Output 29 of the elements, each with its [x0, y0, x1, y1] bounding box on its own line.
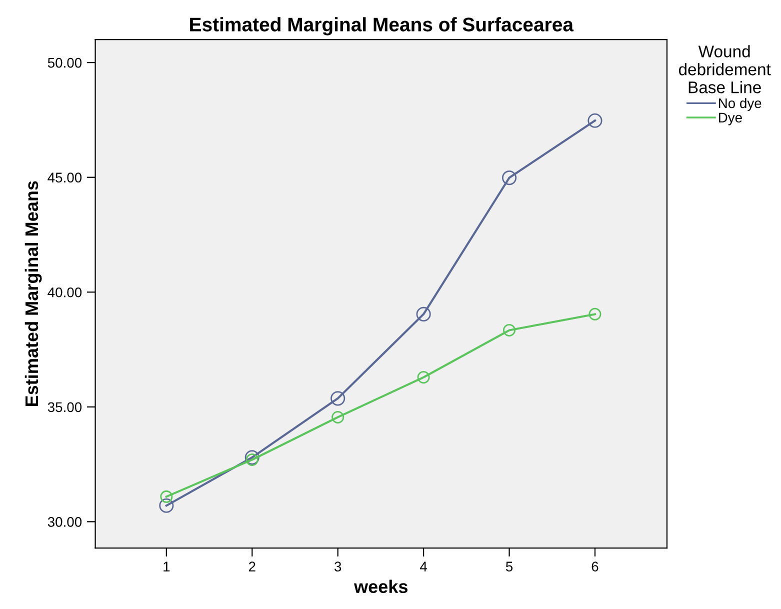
point — [502, 170, 517, 186]
y-tick-label: 30.00 — [48, 517, 82, 527]
x-tick-label: 3 — [334, 562, 342, 572]
x-tick-label: 6 — [592, 562, 598, 572]
legend-label: No dye — [718, 98, 762, 111]
x-tick-label: 1 — [164, 562, 170, 572]
legend-label: Dye — [718, 112, 742, 126]
chart-title: Estimated Marginal Means of Surfacearea — [190, 17, 574, 36]
legend-title: Wound debridement Base Line — [678, 45, 771, 94]
point — [246, 453, 258, 466]
point — [160, 490, 173, 503]
x-tick-label: 5 — [506, 562, 513, 572]
point — [159, 498, 174, 513]
x-tick-label: 4 — [420, 562, 428, 572]
x-tick-label: 2 — [248, 562, 256, 572]
point — [244, 450, 260, 465]
point — [332, 410, 344, 424]
y-tick-label: 35.00 — [48, 402, 82, 412]
point — [588, 308, 602, 320]
point — [503, 324, 516, 336]
point — [330, 391, 346, 406]
point — [417, 371, 430, 384]
y-tick-label: 50.00 — [48, 58, 82, 68]
y-tick-label: 40.00 — [48, 287, 82, 298]
x-axis-title: weeks — [354, 580, 408, 594]
point — [416, 306, 431, 322]
y-tick-label: 45.00 — [48, 172, 82, 182]
point — [588, 113, 602, 128]
y-axis-title: Estimated Marginal Means — [24, 181, 42, 406]
